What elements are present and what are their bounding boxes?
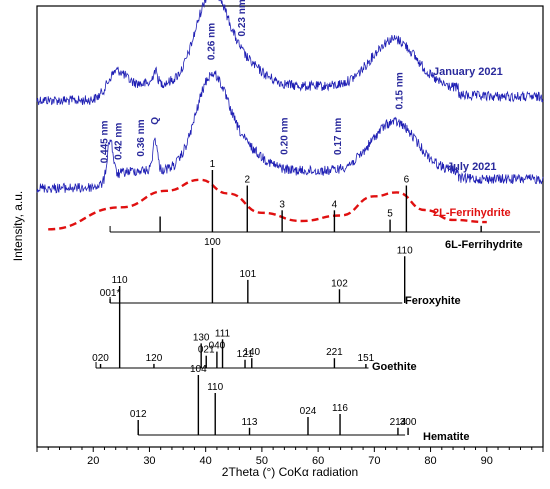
phase-label-feroxyhite: Feroxyhite: [405, 295, 461, 307]
x-axis-label: 2Theta (°) CoKα radiation: [222, 465, 358, 479]
x-tick-label-30: 30: [143, 455, 155, 467]
series-january-2021: January 2021 0.23 nm: [36, 0, 544, 106]
peak-label-001: 001*: [100, 288, 121, 299]
peak-label-110: 110: [112, 275, 128, 286]
peak-label-5: 5: [387, 209, 393, 220]
peak-label-130: 130: [193, 332, 210, 343]
phase-label-6l-ferrihydrite: 6L-Ferrihydrite: [445, 239, 523, 251]
d-spacing-0-42-nm: 0.42 nm: [114, 123, 125, 160]
y-axis-label: Intensity, a.u.: [11, 191, 25, 261]
d-spacing-0-36-nm: 0.36 nm: [136, 119, 147, 156]
reference-6l-ferrihydrite: 1 2 3 4 5 6 6L-Ferrihydrite: [109, 159, 540, 251]
peak-label-151: 151: [358, 353, 375, 364]
x-tick-label-80: 80: [424, 455, 436, 467]
peak-label-110: 110: [207, 382, 223, 393]
d-spacing-0-445-nm: 0.445 nm: [100, 120, 111, 163]
peak-label-140: 140: [243, 347, 260, 358]
d-spacing-q: Q: [150, 117, 161, 125]
peak-label-3: 3: [279, 199, 285, 210]
d-spacing-0-26-nm: 0.26 nm: [206, 23, 217, 60]
peak-label-024: 024: [300, 406, 317, 417]
reference-feroxyhite: 001* 100 101 102 110 Feroxyhite: [100, 237, 461, 307]
ferrihydrite-profile: 2L-Ferrihydrite: [48, 178, 511, 231]
peak-label-104: 104: [190, 364, 207, 375]
peak-label-214: 214: [390, 417, 407, 428]
series-label-july-2021: July 2021: [447, 161, 497, 173]
peak-label-111: 111: [215, 328, 231, 339]
peak-label-101: 101: [239, 269, 256, 280]
x-tick-label-60: 60: [312, 455, 324, 467]
measured-traces: January 2021 0.23 nm July 2021 0.445 nm 0.42…: [36, 0, 544, 194]
peak-label-1: 1: [210, 159, 216, 170]
trace-july-2021: [36, 70, 544, 194]
peak-label-020: 020: [92, 353, 109, 364]
x-tick-label-50: 50: [256, 455, 268, 467]
peak-label-6: 6: [404, 175, 410, 186]
peak-label-121: 121: [237, 349, 254, 360]
x-tick-label-20: 20: [87, 455, 99, 467]
d-spacing-0-17-nm: 0.17 nm: [333, 118, 344, 155]
peak-label-021: 021: [198, 345, 215, 356]
reference-patterns: 1 2 3 4 5 6 6L-Ferrihydrite 001* 100 101 102 110 Fer…: [92, 159, 540, 443]
peak-label-113: 113: [242, 417, 258, 428]
series-label-january-2021: January 2021: [433, 66, 503, 78]
peak-label-120: 120: [146, 353, 163, 364]
d-spacing-0-20-nm: 0.20 nm: [279, 117, 290, 154]
peak-label-102: 102: [331, 278, 348, 289]
x-tick-label-40: 40: [200, 455, 212, 467]
peak-label-116: 116: [332, 403, 348, 414]
peak-label-4: 4: [332, 199, 338, 210]
peak-label-100: 100: [204, 237, 221, 248]
phase-label-goethite: Goethite: [372, 361, 417, 373]
plot-frame: [36, 5, 544, 448]
peak-label-012: 012: [130, 409, 147, 420]
phase-label-hematite: Hematite: [423, 431, 469, 443]
peak-label-040: 040: [209, 341, 226, 352]
series-2l-ferrihydrite: [48, 178, 487, 231]
d-spacing-0-23-nm: 0.23 nm: [237, 0, 248, 37]
series-july-2021: July 2021 0.445 nm 0.42 nm 0.36 nm Q 0.26 nm 0…: [36, 23, 544, 194]
x-tick-label-90: 90: [481, 455, 493, 467]
series-label-2l-ferrihydrite: 2L-Ferrihydrite: [433, 207, 511, 219]
trace-january-2021: [36, 0, 544, 106]
x-tick-label-70: 70: [368, 455, 380, 467]
d-spacing-0-15-nm: 0.15 nm: [395, 72, 406, 109]
peak-label-300: 300: [400, 417, 417, 428]
peak-label-221: 221: [326, 347, 343, 358]
x-axis-ticks: 20 30 40 50 60 70 80 90: [36, 447, 544, 467]
peak-label-2: 2: [244, 175, 250, 186]
peak-label-110: 110: [397, 245, 413, 256]
